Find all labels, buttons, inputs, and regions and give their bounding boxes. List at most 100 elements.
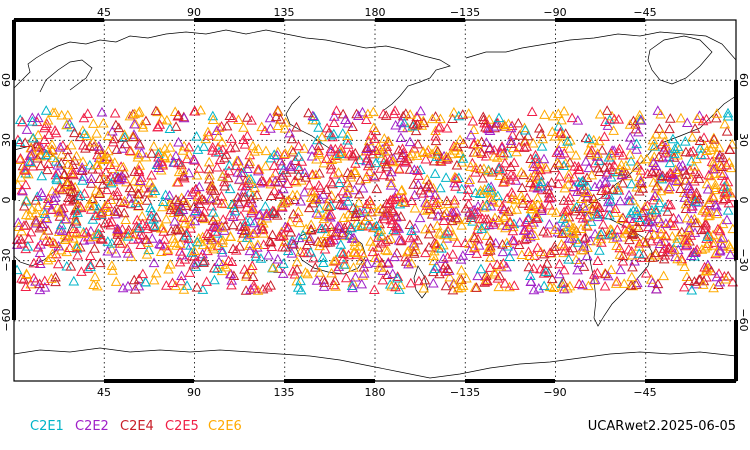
observation-marker (356, 247, 368, 258)
observation-marker (553, 158, 565, 169)
observation-marker (367, 241, 379, 251)
observation-marker (365, 129, 377, 140)
observation-marker (471, 248, 483, 258)
observation-marker (396, 234, 408, 245)
observation-marker (20, 243, 32, 254)
observation-marker (337, 248, 349, 258)
observation-marker (246, 203, 258, 214)
observation-marker (654, 123, 665, 133)
observation-marker (625, 139, 637, 150)
observation-marker (170, 121, 182, 131)
observation-marker (181, 280, 193, 290)
observation-marker (342, 134, 353, 145)
observation-marker (472, 270, 483, 281)
observation-marker (704, 194, 716, 204)
observation-marker (67, 223, 79, 234)
observation-marker (209, 274, 220, 285)
observation-marker (63, 195, 75, 206)
observation-marker (549, 245, 560, 255)
observation-marker (79, 128, 90, 139)
observation-marker (27, 116, 38, 126)
observation-marker (158, 150, 170, 161)
observation-marker (258, 239, 269, 250)
observation-marker (528, 161, 540, 172)
observation-marker (673, 174, 685, 184)
observation-marker (717, 152, 729, 162)
observation-marker (388, 108, 400, 119)
observation-marker (196, 193, 208, 204)
observation-marker (186, 250, 198, 261)
observation-marker (91, 159, 103, 170)
observation-marker (159, 240, 170, 251)
observation-marker (533, 122, 545, 133)
observation-marker (164, 123, 176, 133)
observation-marker (135, 172, 147, 182)
observation-marker (681, 212, 693, 223)
observation-marker (617, 165, 629, 176)
observation-marker (342, 117, 354, 128)
observation-marker (158, 226, 170, 236)
observation-marker (44, 236, 55, 246)
observation-marker (154, 119, 166, 129)
observation-marker (643, 221, 654, 232)
observation-marker (32, 112, 44, 123)
observation-marker (251, 224, 263, 234)
observation-marker (404, 232, 416, 243)
observation-marker (193, 181, 205, 192)
observation-marker (444, 271, 456, 282)
observation-marker (519, 124, 531, 135)
observation-marker (283, 194, 295, 205)
observation-marker (291, 263, 303, 274)
observation-marker (468, 230, 480, 241)
legend-item-c2e5: C2E5 (165, 419, 199, 434)
observation-marker (191, 130, 202, 141)
observation-marker (363, 166, 375, 176)
observation-marker (133, 149, 144, 159)
observation-marker (313, 122, 324, 132)
observation-marker (212, 131, 224, 141)
observation-marker (325, 163, 337, 174)
observation-marker (719, 118, 731, 129)
observation-marker (570, 149, 582, 160)
observation-marker (390, 119, 401, 130)
observation-marker (208, 243, 219, 254)
observation-marker (627, 261, 638, 272)
observation-marker (71, 240, 82, 250)
observation-marker (137, 121, 149, 132)
observation-marker (675, 112, 687, 123)
observation-marker (448, 106, 460, 117)
observation-marker (140, 276, 151, 287)
observation-marker (109, 205, 121, 216)
observation-marker (28, 272, 40, 283)
observation-marker (82, 108, 94, 118)
observation-marker (91, 128, 103, 138)
observation-marker (232, 166, 244, 177)
observation-marker (657, 128, 668, 139)
observation-marker (53, 206, 65, 217)
observation-marker (219, 180, 230, 191)
observation-marker (246, 115, 257, 125)
observation-marker (263, 249, 274, 260)
observation-marker (488, 144, 500, 155)
observation-marker (689, 213, 700, 224)
observation-marker (244, 156, 256, 166)
observation-marker (190, 183, 202, 194)
observation-marker (542, 184, 554, 194)
observation-marker (548, 282, 560, 292)
observation-marker (424, 203, 436, 213)
observation-marker (85, 261, 96, 272)
observation-marker (516, 167, 527, 177)
observation-marker (449, 194, 460, 205)
observation-marker (558, 147, 570, 158)
observation-marker (544, 218, 555, 229)
observation-marker (672, 253, 683, 264)
observation-marker (229, 141, 241, 152)
observation-marker (430, 238, 442, 249)
observation-marker (406, 257, 418, 268)
observation-marker (725, 162, 737, 173)
observation-marker (626, 178, 637, 189)
observation-marker (390, 220, 402, 230)
observation-marker (533, 283, 545, 293)
observation-marker (564, 142, 575, 153)
observation-marker (418, 282, 430, 293)
